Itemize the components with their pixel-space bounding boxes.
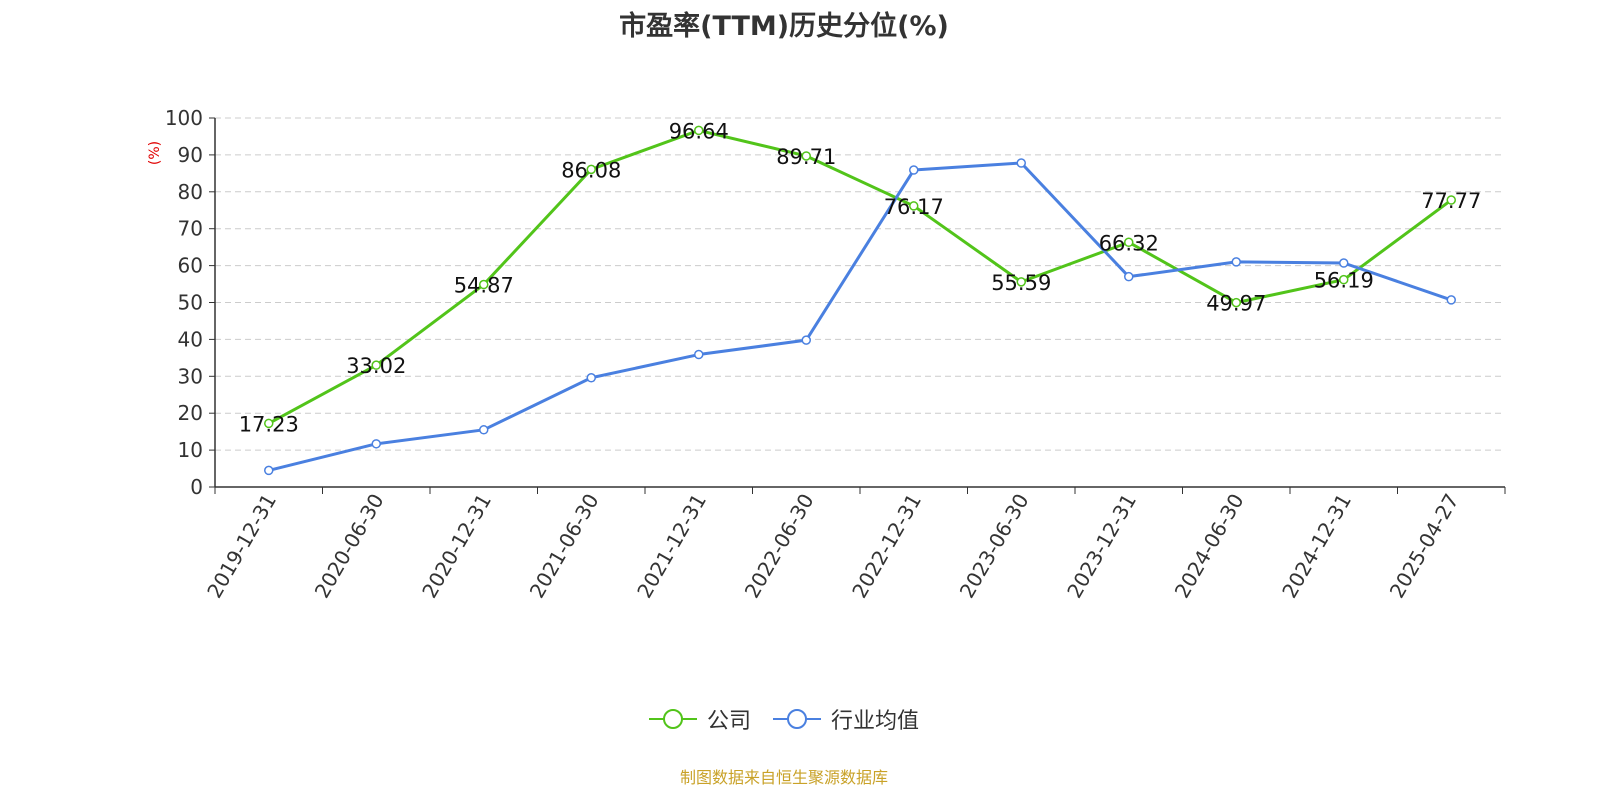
data-point [1446, 195, 1456, 205]
data-label: 49.97 [1206, 292, 1266, 316]
x-tick-label: 2020-06-30 [310, 490, 389, 603]
data-point [1016, 277, 1026, 287]
data-point [479, 279, 489, 290]
x-tick-label: 2019-12-31 [202, 490, 281, 603]
legend-line-circle-icon [648, 709, 697, 729]
data-point [1231, 297, 1241, 308]
data-source-note: 制图数据来自恒生聚源数据库 [679, 768, 888, 787]
legend-item-industry[interactable]: 行业均值 [773, 703, 919, 735]
legend-label: 行业均值 [831, 709, 920, 734]
data-label: 86.08 [561, 158, 621, 182]
data-label: 89.71 [776, 145, 836, 169]
series-line-industry [268, 161, 1452, 472]
data-point [264, 418, 274, 429]
data-point [801, 151, 811, 161]
y-tick-label: 30 [178, 364, 203, 388]
y-tick-label: 80 [178, 180, 203, 204]
data-point [1016, 158, 1026, 168]
data-point [264, 465, 274, 476]
data-label: 56.19 [1314, 269, 1374, 293]
legend-line-circle-icon [773, 709, 821, 729]
legend: 公司 行业均值 [0, 703, 1568, 735]
y-tick-label: 70 [178, 217, 203, 241]
chart-title: 市盈率(TTM)历史分位(%) [619, 11, 949, 42]
data-label: 33.02 [346, 354, 406, 378]
data-point [371, 439, 381, 449]
data-point [909, 165, 919, 175]
data-point [371, 360, 381, 370]
data-label: 96.64 [669, 119, 729, 143]
data-point [909, 201, 919, 211]
y-tick-label: 20 [178, 401, 203, 425]
data-point [586, 164, 596, 175]
data-label: 77.77 [1421, 189, 1481, 213]
data-point [1124, 271, 1134, 282]
data-point [694, 125, 704, 136]
y-tick-label: 100 [165, 106, 203, 130]
x-tick-label: 2024-06-30 [1170, 490, 1249, 603]
y-tick-label: 10 [178, 438, 203, 462]
data-label: 54.87 [454, 274, 514, 298]
y-tick-label: 0 [190, 475, 203, 499]
series-line-company [268, 128, 1453, 425]
data-label: 66.32 [1099, 231, 1159, 255]
y-tick-label: 90 [178, 143, 203, 167]
y-tick-label: 50 [178, 291, 203, 315]
data-point [586, 373, 596, 383]
y-tick-label: 60 [178, 254, 203, 278]
data-point [1446, 295, 1456, 305]
data-label: 76.17 [884, 195, 944, 219]
data-point [801, 335, 811, 345]
y-tick-label: 40 [178, 327, 203, 351]
x-tick-label: 2021-06-30 [525, 490, 604, 603]
x-tick-label: 2021-12-31 [632, 490, 711, 603]
x-tick-label: 2023-06-30 [955, 490, 1034, 603]
data-point [1231, 257, 1241, 267]
data-point [694, 349, 704, 360]
legend-item-company[interactable]: 公司 [648, 703, 751, 735]
x-tick-label: 2022-12-31 [847, 490, 926, 603]
data-point [1124, 237, 1134, 248]
data-point [1339, 258, 1349, 268]
y-axis-title: (%) [147, 141, 163, 165]
data-point [479, 425, 489, 435]
data-point [1339, 274, 1349, 285]
x-tick-label: 2023-12-31 [1062, 490, 1141, 603]
data-label: 17.23 [239, 412, 299, 436]
x-tick-label: 2024-12-31 [1277, 490, 1356, 603]
x-tick-label: 2020-12-31 [417, 490, 496, 603]
data-label: 55.59 [991, 271, 1051, 295]
x-tick-label: 2022-06-30 [740, 490, 819, 603]
x-tick-label: 2025-04-27 [1385, 490, 1464, 603]
legend-label: 公司 [706, 709, 751, 734]
